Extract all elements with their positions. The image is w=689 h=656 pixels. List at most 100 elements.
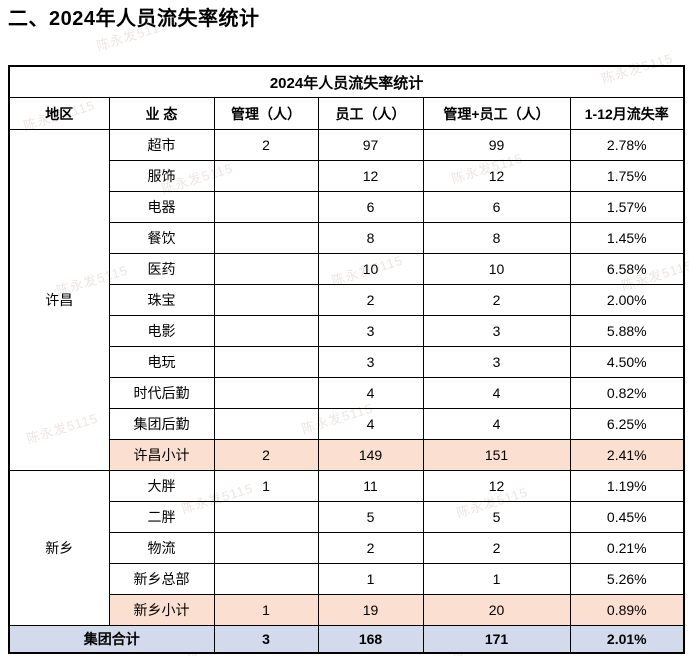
staff-cell: 11 (317, 470, 424, 502)
rate-cell: 2.41% (569, 439, 685, 471)
mgmt-staff-cell: 4 (422, 408, 571, 440)
staff-cell: 5 (317, 501, 424, 533)
staff-cell: 19 (317, 594, 424, 626)
rate-cell: 0.21% (569, 532, 685, 564)
staff-cell: 2 (317, 532, 424, 564)
grand-total-mgmt-cell: 3 (213, 625, 319, 654)
staff-cell: 1 (317, 563, 424, 595)
mgmt-staff-cell: 10 (422, 253, 571, 285)
column-header-region: 地区 (8, 97, 110, 130)
business-cell: 服饰 (108, 160, 215, 192)
rate-cell: 6.58% (569, 253, 685, 285)
subtotal-row: 许昌小计 2 149 151 2.41% (9, 439, 685, 471)
table-row: 新乡总部 1 1 5.26% (9, 563, 685, 595)
mgmt-staff-cell: 4 (422, 377, 571, 409)
table-row: 新乡 大胖 1 11 12 1.19% (8, 470, 685, 626)
grand-total-label: 集团合计 (8, 625, 215, 654)
region-cell: 许昌 (8, 129, 110, 471)
mgmt-cell (213, 253, 319, 285)
business-cell: 电玩 (108, 346, 215, 378)
rate-cell: 0.82% (569, 377, 685, 409)
mgmt-cell (213, 408, 319, 440)
mgmt-staff-cell: 12 (422, 160, 571, 192)
mgmt-cell: 1 (213, 594, 319, 626)
mgmt-staff-cell: 1 (422, 563, 571, 595)
column-header-rate: 1-12月流失率 (569, 97, 685, 130)
table-row: 餐饮 8 8 1.45% (9, 222, 685, 254)
table-row: 许昌 超市 2 97 99 2.78% (8, 129, 685, 471)
rate-cell: 1.75% (569, 160, 685, 192)
mgmt-staff-cell: 3 (422, 315, 571, 347)
mgmt-cell (213, 377, 319, 409)
table-row: 医药 10 10 6.58% (9, 253, 685, 285)
staff-cell: 4 (317, 408, 424, 440)
mgmt-staff-cell: 20 (422, 594, 571, 626)
grand-total-rate-cell: 2.01% (569, 625, 685, 654)
subtotal-row: 新乡小计 1 19 20 0.89% (9, 594, 685, 626)
mgmt-staff-cell: 3 (422, 346, 571, 378)
mgmt-staff-cell: 2 (422, 532, 571, 564)
column-header-staff: 员工（人） (317, 97, 424, 130)
mgmt-cell (213, 315, 319, 347)
mgmt-cell (213, 191, 319, 223)
business-cell: 电器 (108, 191, 215, 223)
business-cell: 二胖 (108, 501, 215, 533)
rate-cell: 2.00% (569, 284, 685, 316)
staff-cell: 12 (317, 160, 424, 192)
rate-cell: 0.89% (569, 594, 685, 626)
rate-cell: 0.45% (569, 501, 685, 533)
table-row: 珠宝 2 2 2.00% (9, 284, 685, 316)
mgmt-staff-cell: 6 (422, 191, 571, 223)
table-title-row: 2024年人员流失率统计 (8, 65, 685, 98)
mgmt-staff-cell: 151 (422, 439, 571, 471)
staff-cell: 4 (317, 377, 424, 409)
business-cell: 超市 (108, 129, 215, 161)
grand-total-total-cell: 171 (422, 625, 571, 654)
mgmt-staff-cell: 99 (422, 129, 571, 161)
staff-cell: 3 (317, 315, 424, 347)
mgmt-staff-cell: 12 (422, 470, 571, 502)
rate-cell: 1.57% (569, 191, 685, 223)
table-header-row: 地区业 态管理（人） 员工（人） 管理+员工（人） 1-12月流失率 (8, 97, 685, 130)
rate-cell: 4.50% (569, 346, 685, 378)
business-cell: 集团后勤 (108, 408, 215, 440)
table-row: 服饰 12 12 1.75% (9, 160, 685, 192)
staff-cell: 3 (317, 346, 424, 378)
business-cell: 大胖 (108, 470, 215, 502)
mgmt-staff-cell: 5 (422, 501, 571, 533)
mgmt-cell (213, 160, 319, 192)
business-cell: 医药 (108, 253, 215, 285)
mgmt-cell (213, 284, 319, 316)
table-row: 时代后勤 4 4 0.82% (9, 377, 685, 409)
business-cell: 餐饮 (108, 222, 215, 254)
business-cell: 许昌小计 (108, 439, 215, 471)
grand-total-row: 集团合计 3 168 171 2.01% (8, 625, 685, 654)
staff-cell: 2 (317, 284, 424, 316)
column-header-business: 业 态 (108, 97, 215, 130)
business-cell: 物流 (108, 532, 215, 564)
column-header-mgmt: 管理（人） (213, 97, 319, 130)
business-cell: 时代后勤 (108, 377, 215, 409)
staff-cell: 10 (317, 253, 424, 285)
mgmt-staff-cell: 8 (422, 222, 571, 254)
table-row: 电影 3 3 5.88% (9, 315, 685, 347)
turnover-table: 2024年人员流失率统计 地区业 态管理（人） 员工（人） 管理+员工（人） 1-12… (8, 65, 686, 654)
rate-cell: 5.26% (569, 563, 685, 595)
table-row: 电玩 3 3 4.50% (9, 346, 685, 378)
rate-cell: 1.19% (569, 470, 685, 502)
rate-cell: 2.78% (569, 129, 685, 161)
mgmt-cell (213, 563, 319, 595)
region-cell: 新乡 (8, 470, 110, 626)
table-row: 集团后勤 4 4 6.25% (9, 408, 685, 440)
rate-cell: 6.25% (569, 408, 685, 440)
rate-cell: 1.45% (569, 222, 685, 254)
staff-cell: 8 (317, 222, 424, 254)
page-title: 二、2024年人员流失率统计 (8, 8, 260, 30)
rate-cell: 5.88% (569, 315, 685, 347)
staff-cell: 97 (317, 129, 424, 161)
mgmt-cell: 1 (213, 470, 319, 502)
business-cell: 珠宝 (108, 284, 215, 316)
table-row: 物流 2 2 0.21% (9, 532, 685, 564)
column-header-mgmt-staff: 管理+员工（人） (422, 97, 571, 130)
